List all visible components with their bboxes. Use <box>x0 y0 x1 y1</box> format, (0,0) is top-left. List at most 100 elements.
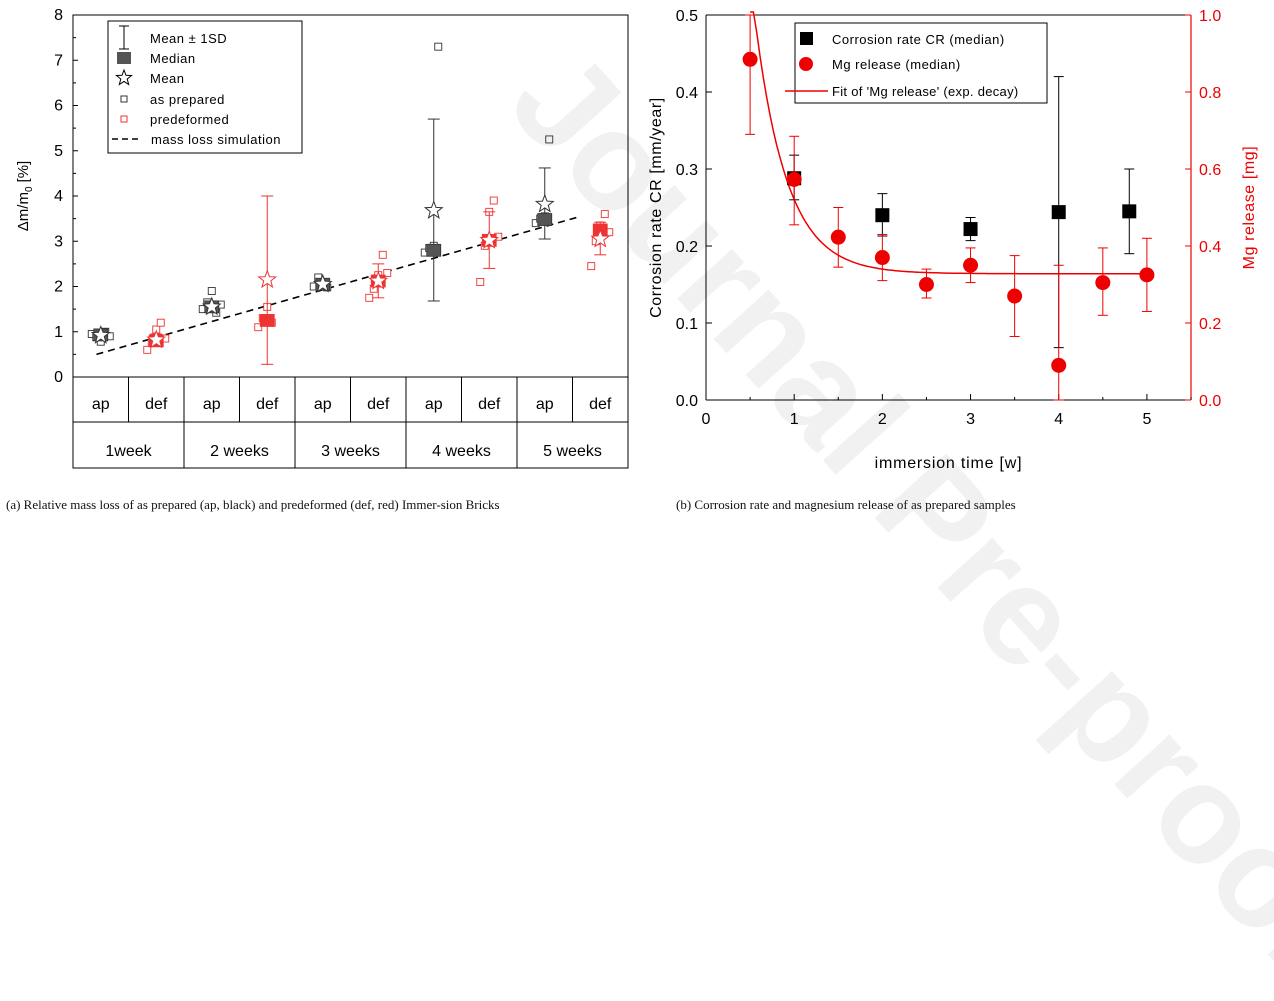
chart-a-subgroup-label: def <box>478 396 501 413</box>
chart-a-subgroup-label: ap <box>425 396 443 413</box>
chart-a-legend-entry: Mean ± 1SD <box>150 31 227 46</box>
chart-a-sample-point <box>489 196 498 205</box>
chart-a-mean-marker <box>423 200 444 219</box>
chart-a-legend-box <box>107 20 303 154</box>
chart-a-subgroup-label: def <box>589 396 612 413</box>
chart-b-legend-box <box>794 22 1048 104</box>
chart-b-mg-point <box>918 277 934 292</box>
chart-b-y-left-tick-label: 0.2 <box>676 239 698 256</box>
chart-a-legend-median-symbol <box>117 52 131 64</box>
chart-b-x-tick-label: 3 <box>966 411 975 428</box>
chart-a-y-tick-label: 6 <box>54 98 63 115</box>
chart-a-mean-marker <box>90 324 111 344</box>
chart-b-x-tick-label: 0 <box>702 411 711 428</box>
chart-b-cr-point <box>875 208 890 223</box>
chart-a-simulation-line <box>96 215 581 356</box>
chart-b-x-tick-label: 5 <box>1142 411 1151 428</box>
chart-b-mg-point <box>1139 267 1155 283</box>
chart-a-group-label: 1week <box>105 443 152 460</box>
chart-a-subgroup-label: ap <box>314 396 332 413</box>
chart-a-mean-marker <box>146 329 167 349</box>
chart-b-y-right-tick-label: 1.0 <box>1199 8 1221 25</box>
chart-a-sample-point <box>378 250 387 259</box>
chart-a-y-tick-label: 1 <box>54 324 63 341</box>
chart-b-x-tick-label: 4 <box>1054 411 1063 428</box>
chart-a-group-label: 3 weeks <box>321 443 380 460</box>
chart-a-legend-entry: predeformed <box>150 112 229 127</box>
chart-b-y-left-tick-label: 0.3 <box>676 162 698 179</box>
chart-a-mean-marker <box>201 296 222 316</box>
chart-b-legend-entry: Corrosion rate CR (median) <box>832 32 1005 47</box>
chart-a-legend-mean-symbol <box>115 68 133 86</box>
chart-a-subgroup-label: ap <box>92 396 110 413</box>
chart-a-legend-predef-symbol <box>120 115 128 123</box>
chart-b-y-right-tick-label: 0.2 <box>1199 316 1221 333</box>
caption-a: (a) Relative mass loss of as prepared (a… <box>6 497 500 512</box>
chart-b-mg-point <box>1007 288 1023 304</box>
chart-a-sample-point <box>143 345 152 354</box>
chart-b-fit-curve <box>750 11 1147 275</box>
chart-a-mean-marker <box>534 193 555 213</box>
chart-a-y-tick-label: 5 <box>54 143 63 160</box>
chart-a-sample-point <box>476 278 485 286</box>
chart-a-group-label: 5 weeks <box>543 443 602 460</box>
chart-a-y-tick-label: 7 <box>54 52 63 69</box>
chart-a-sample-point <box>254 323 263 332</box>
chart-a-sample-point <box>587 262 596 271</box>
chart-b-cr-point <box>1122 204 1137 219</box>
chart-b-y-right-tick-label: 0.6 <box>1199 162 1221 179</box>
chart-a-sample-point <box>365 293 374 302</box>
chart-a-mean-marker <box>368 270 389 290</box>
chart-b-x-label: immersion time [w] <box>875 455 1023 472</box>
chart-a-sample-point <box>383 268 392 277</box>
chart-b-x-tick-label: 2 <box>878 411 887 428</box>
chart-a-y-tick-label: 3 <box>54 233 63 250</box>
chart-a-sample-point <box>545 135 554 144</box>
chart-b-mg-point <box>963 257 979 273</box>
chart-a-sample-point <box>600 210 609 219</box>
chart-a-y-label: Δm/m0 [%] <box>15 161 35 231</box>
chart-a-legend-entry: mass loss simulation <box>151 132 281 147</box>
chart-b-mg-point <box>1051 357 1067 373</box>
chart-b-y-right-label: Mg release [mg] <box>1241 146 1258 270</box>
chart-a-group-label: 4 weeks <box>432 443 491 460</box>
chart-a-legend-entry: Mean <box>150 71 185 86</box>
chart-a-sample-point <box>156 318 165 327</box>
chart-a-mean-marker <box>312 273 333 293</box>
chart-a-y-tick-label: 4 <box>54 188 63 205</box>
chart-b-y-left-tick-label: 0.1 <box>676 316 698 333</box>
chart-a-mean-marker <box>257 269 278 289</box>
chart-a-subgroup-label: ap <box>203 396 221 413</box>
chart-a-subgroup-label: def <box>367 396 390 413</box>
chart-a-subgroup-label: def <box>256 396 279 413</box>
chart-b-y-left-tick-label: 0.4 <box>676 85 698 102</box>
chart-b-cr-point <box>1051 205 1066 220</box>
chart-a-mean-marker <box>590 228 611 248</box>
chart-a-mean-marker <box>479 229 500 249</box>
chart-b-legend-cr-symbol <box>800 32 813 45</box>
chart-a-y-tick-label: 2 <box>54 279 63 296</box>
chart-a-y-tick-label: 0 <box>54 369 63 386</box>
caption-b: (b) Corrosion rate and magnesium release… <box>676 497 1016 512</box>
chart-b-y-right-tick-label: 0.0 <box>1199 393 1221 410</box>
chart-a-y-label-sub: 0 <box>24 186 35 192</box>
chart-a-legend-asprep-symbol <box>120 95 128 103</box>
chart-a-group-label: 2 weeks <box>210 443 269 460</box>
chart-b-legend-entry: Mg release (median) <box>832 57 961 72</box>
chart-b-x-tick-label: 1 <box>790 411 799 428</box>
chart-a-sample-point <box>207 287 216 295</box>
chart-a-subgroup-label: ap <box>536 396 554 413</box>
chart-b-cr-point <box>963 222 978 237</box>
chart-a-median-marker <box>259 314 275 327</box>
chart-b-y-right-tick-label: 0.4 <box>1199 239 1221 256</box>
chart-a-subgroup-label: def <box>145 396 168 413</box>
chart-b-mg-point <box>874 250 890 266</box>
chart-a-median-marker <box>537 213 553 226</box>
chart-a-y-label-main: Δm/m <box>15 192 32 231</box>
chart-b-y-right-tick-label: 0.8 <box>1199 85 1221 102</box>
chart-a-legend-entry: Median <box>150 51 196 66</box>
chart-b-y-left-tick-label: 0.0 <box>676 393 698 410</box>
chart-a-median-marker <box>426 243 442 257</box>
chart-b-mg-point <box>830 229 846 245</box>
chart-a-y-label-unit: [%] <box>15 161 32 183</box>
